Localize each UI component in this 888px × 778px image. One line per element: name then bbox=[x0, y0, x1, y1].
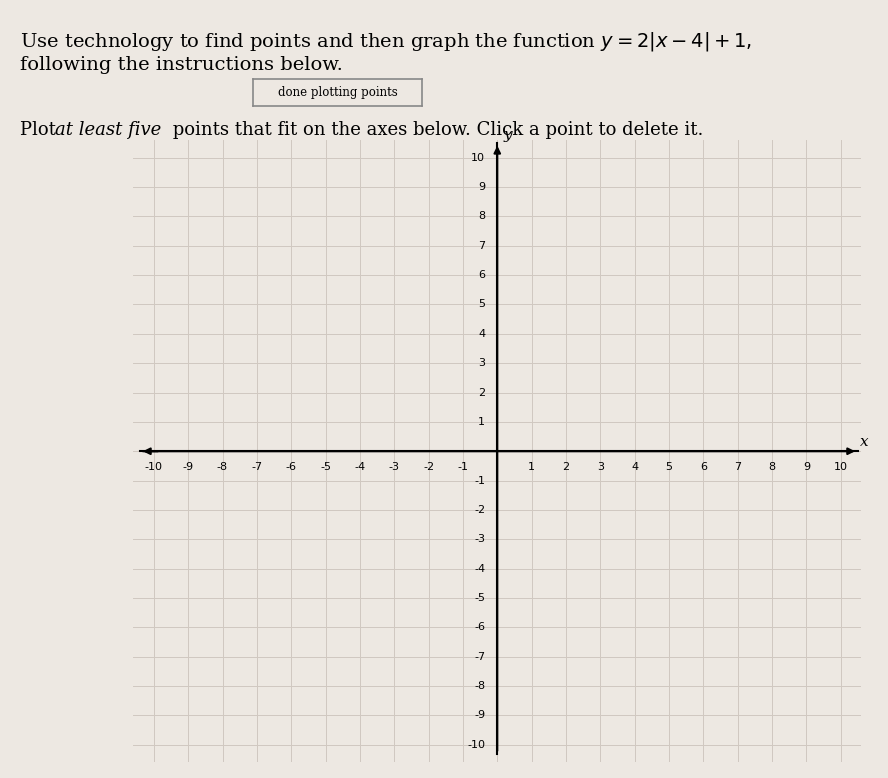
Text: -3: -3 bbox=[389, 461, 400, 471]
Text: -8: -8 bbox=[217, 461, 228, 471]
Text: points that fit on the axes below. Click a point to delete it.: points that fit on the axes below. Click… bbox=[167, 121, 703, 138]
Text: -7: -7 bbox=[251, 461, 263, 471]
Text: 3: 3 bbox=[597, 461, 604, 471]
Text: -5: -5 bbox=[474, 593, 485, 603]
Text: 1: 1 bbox=[528, 461, 535, 471]
Text: y: y bbox=[503, 128, 511, 142]
Text: -6: -6 bbox=[286, 461, 297, 471]
Text: Plot: Plot bbox=[20, 121, 61, 138]
Text: 4: 4 bbox=[478, 329, 485, 338]
Text: 2: 2 bbox=[562, 461, 569, 471]
Text: 8: 8 bbox=[478, 212, 485, 222]
Text: following the instructions below.: following the instructions below. bbox=[20, 56, 343, 74]
Text: x: x bbox=[860, 436, 868, 450]
Text: 8: 8 bbox=[768, 461, 775, 471]
Text: at least five: at least five bbox=[55, 121, 162, 138]
Text: -7: -7 bbox=[474, 652, 485, 662]
Text: 3: 3 bbox=[479, 358, 485, 368]
Text: -1: -1 bbox=[474, 475, 485, 485]
Text: -8: -8 bbox=[474, 681, 485, 691]
Text: done plotting points: done plotting points bbox=[278, 86, 397, 99]
Text: 5: 5 bbox=[479, 300, 485, 310]
Text: -6: -6 bbox=[474, 622, 485, 633]
Text: 4: 4 bbox=[631, 461, 638, 471]
Text: -5: -5 bbox=[320, 461, 331, 471]
Text: 10: 10 bbox=[472, 152, 485, 163]
Text: -1: -1 bbox=[457, 461, 469, 471]
Text: 7: 7 bbox=[478, 240, 485, 251]
Text: -9: -9 bbox=[474, 710, 485, 720]
Text: 9: 9 bbox=[803, 461, 810, 471]
Text: -2: -2 bbox=[474, 505, 485, 515]
Text: 5: 5 bbox=[665, 461, 672, 471]
Text: 10: 10 bbox=[834, 461, 848, 471]
Text: -10: -10 bbox=[145, 461, 163, 471]
Text: Use technology to find points and then graph the function $y = 2|x-4|+1,$: Use technology to find points and then g… bbox=[20, 30, 752, 53]
Text: -3: -3 bbox=[474, 534, 485, 545]
Text: -4: -4 bbox=[474, 564, 485, 573]
Text: 9: 9 bbox=[478, 182, 485, 192]
Text: -9: -9 bbox=[183, 461, 194, 471]
Text: 1: 1 bbox=[479, 417, 485, 427]
Text: 6: 6 bbox=[700, 461, 707, 471]
Text: -10: -10 bbox=[467, 740, 485, 750]
Text: 2: 2 bbox=[478, 387, 485, 398]
Text: -2: -2 bbox=[423, 461, 434, 471]
Text: 6: 6 bbox=[479, 270, 485, 280]
Text: -4: -4 bbox=[354, 461, 366, 471]
Text: 7: 7 bbox=[734, 461, 741, 471]
